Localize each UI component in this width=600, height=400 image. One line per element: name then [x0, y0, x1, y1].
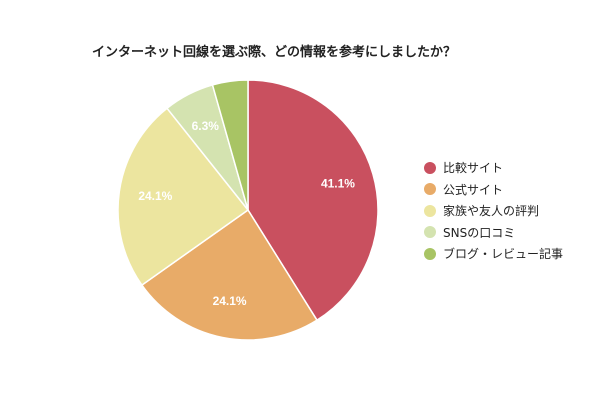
legend-label: 家族や友人の評判: [443, 204, 540, 219]
legend-item-1: 比較サイト: [424, 157, 563, 179]
legend-swatch: [424, 247, 436, 260]
legend-label: 比較サイト: [443, 161, 504, 176]
legend-swatch: [424, 161, 436, 174]
legend-item-5: ブログ・レビュー記事: [424, 243, 563, 265]
chart-title: インターネット回線を選ぶ際、どの情報を参考にしましたか？: [92, 45, 457, 60]
pie-slice-1: [247, 79, 379, 322]
pie-slice-3: [117, 107, 250, 287]
slice-value-label-2: 24.1%: [213, 294, 247, 308]
slice-value-label-1: 41.1%: [321, 176, 355, 190]
legend-item-2: 公式サイト: [424, 179, 563, 201]
legend-label: SNSの口コミ: [443, 225, 516, 240]
legend-item-4: SNSの口コミ: [424, 222, 563, 244]
pie-slice-2: [140, 208, 318, 341]
pie-slice-5: [211, 79, 249, 211]
legend-item-3: 家族や友人の評判: [424, 200, 563, 222]
legend-label: 公式サイト: [443, 182, 504, 197]
legend-swatch: [424, 226, 436, 239]
slice-value-label-4: 6.3%: [192, 119, 220, 133]
legend-swatch: [424, 183, 436, 196]
legend-label: ブログ・レビュー記事: [443, 247, 564, 262]
slice-value-label-3: 24.1%: [138, 189, 172, 203]
legend: 比較サイト公式サイト家族や友人の評判 SNSの口コミブログ・レビュー記事: [424, 157, 563, 265]
legend-swatch: [424, 204, 436, 217]
